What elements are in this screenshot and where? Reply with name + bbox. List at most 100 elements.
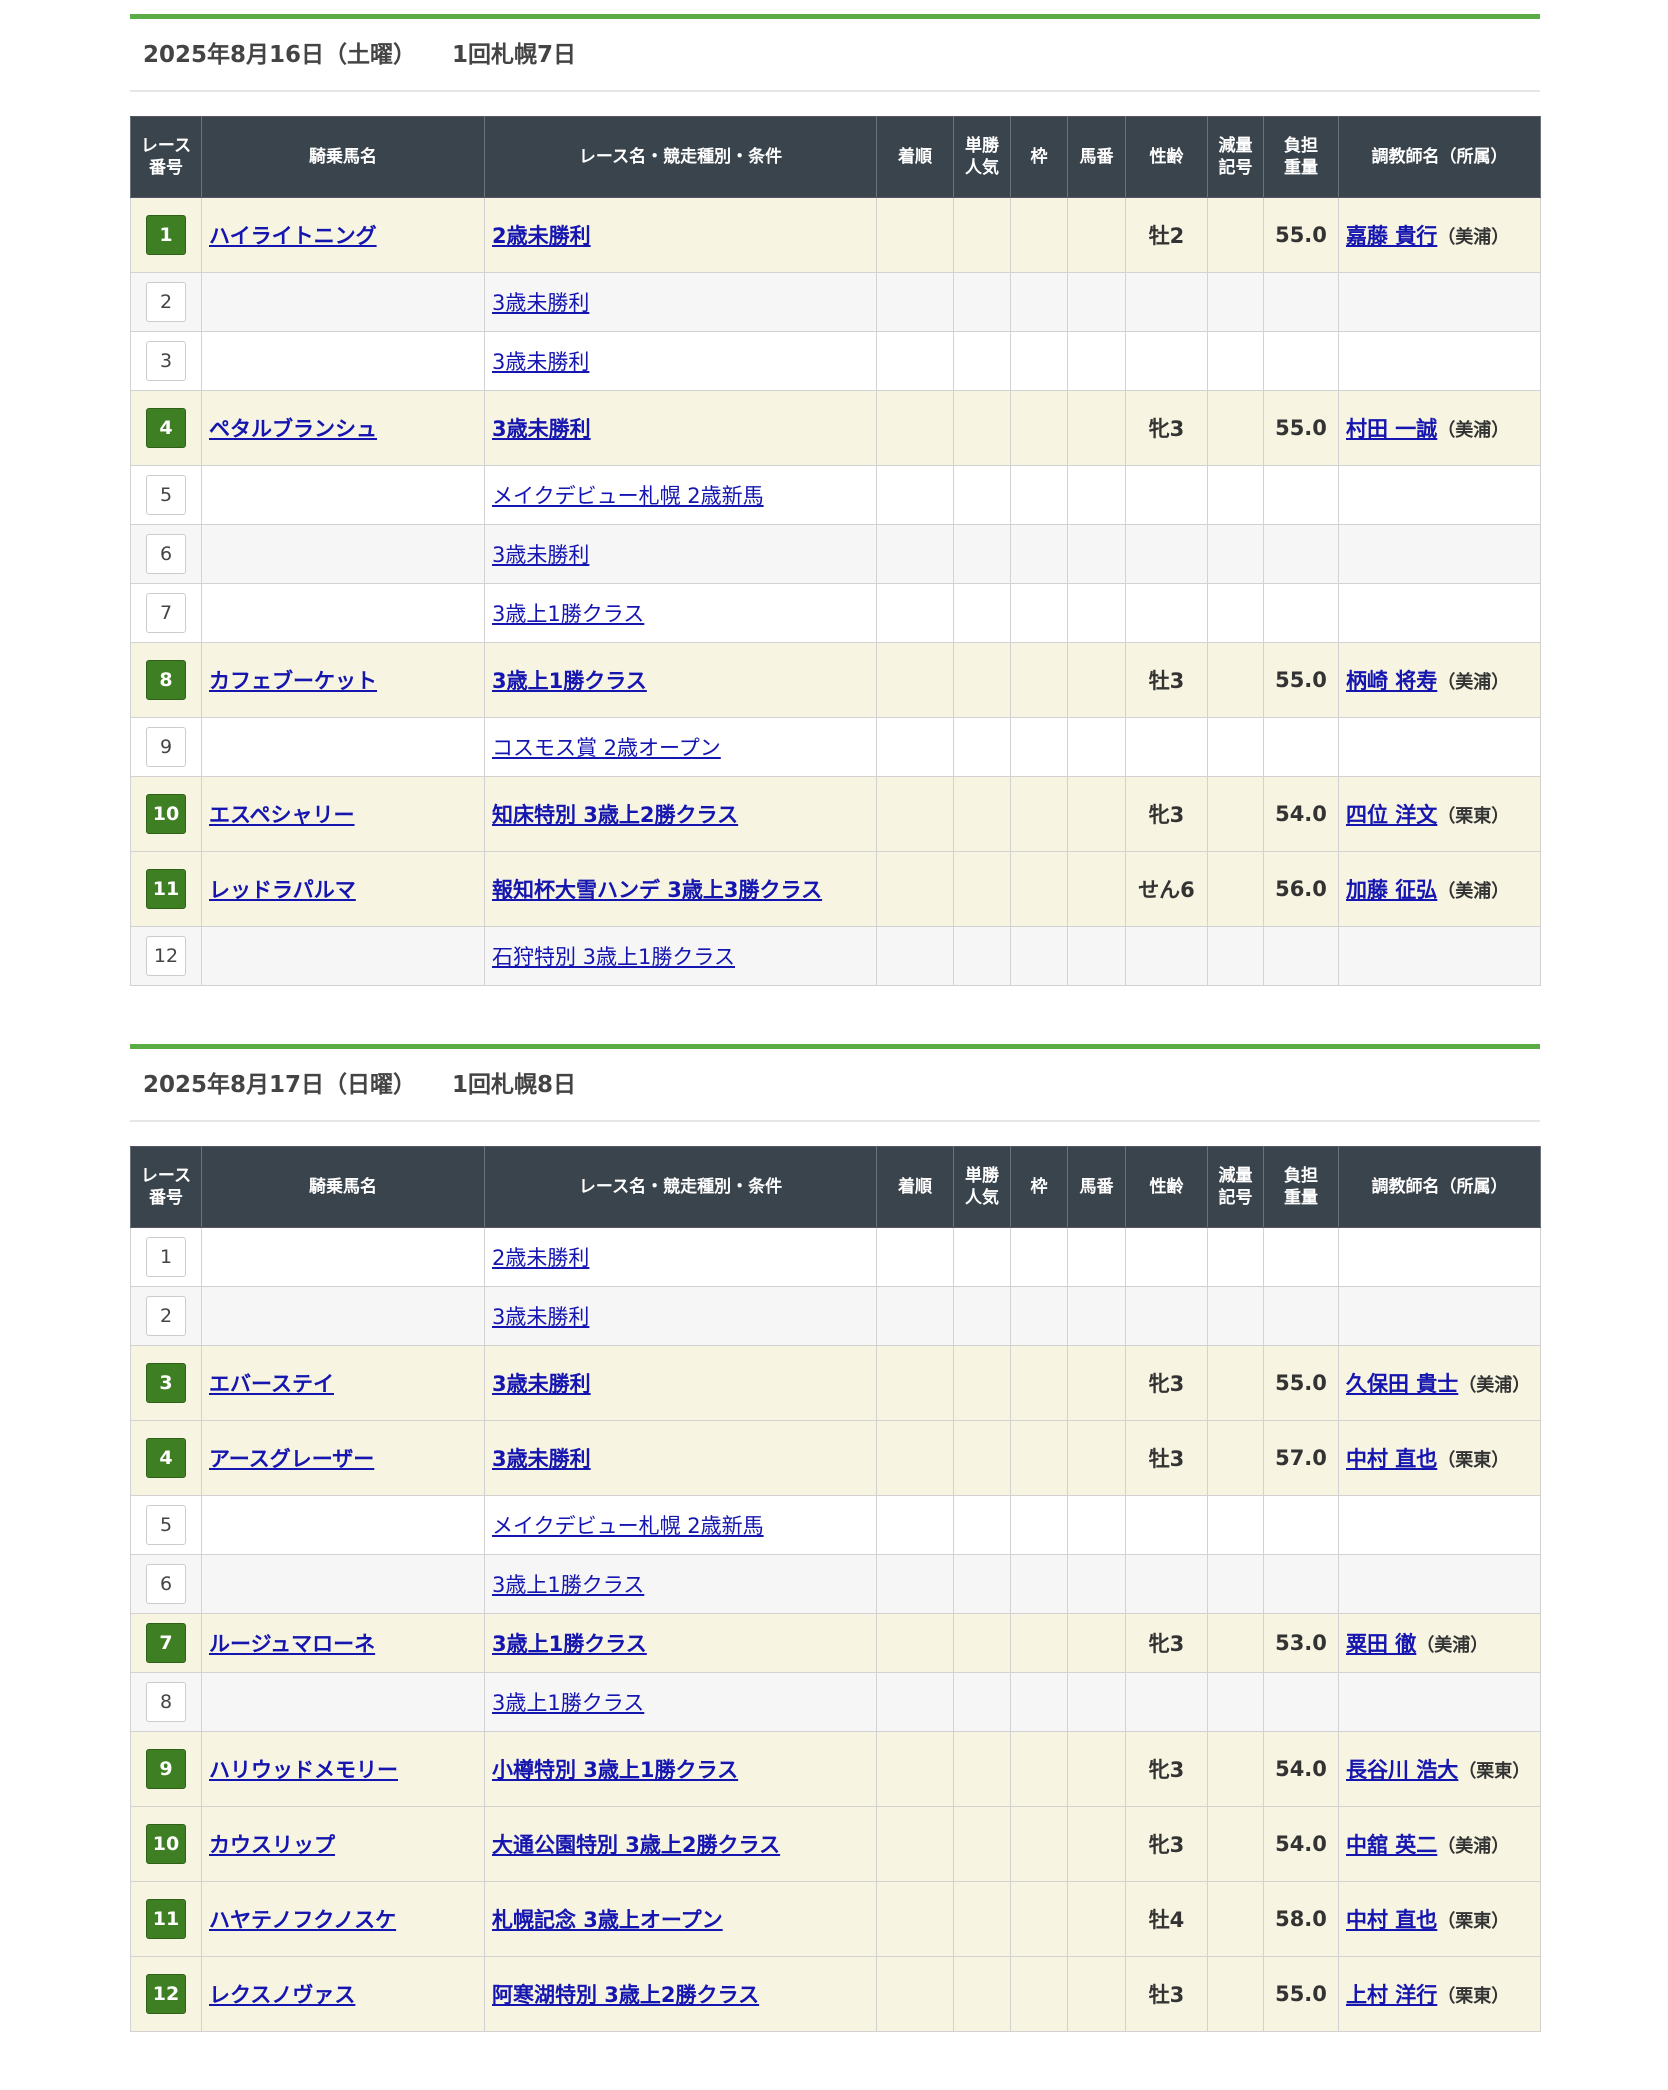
sex-age: 牝3 bbox=[1125, 1806, 1208, 1882]
trainer-link[interactable]: 村田 一誠 bbox=[1346, 417, 1438, 441]
sex-age bbox=[1125, 717, 1208, 777]
header-horse-name: 騎乗馬名 bbox=[201, 116, 485, 198]
race-link[interactable]: 3歳上1勝クラス bbox=[492, 602, 645, 626]
table-row: 5 メイクデビュー札幌 2歳新馬 bbox=[130, 465, 1541, 525]
trainer-affiliation: （栗東） bbox=[1458, 1761, 1531, 1782]
carried-weight bbox=[1263, 1672, 1339, 1732]
header-horse-number: 馬番 bbox=[1067, 116, 1126, 198]
meet: 1回札幌8日 bbox=[452, 1072, 577, 1098]
sex-age: せん6 bbox=[1125, 851, 1208, 927]
trainer-affiliation: （美浦） bbox=[1437, 420, 1510, 441]
race-link[interactable]: メイクデビュー札幌 2歳新馬 bbox=[492, 484, 764, 508]
horse-link[interactable]: ペタルブランシュ bbox=[209, 417, 377, 441]
trainer-link[interactable]: 嘉藤 貴行 bbox=[1346, 224, 1438, 248]
day-section: 2025年8月17日（日曜） 1回札幌8日 レース 番号 騎乗馬名 レース名・競走種別… bbox=[130, 1044, 1541, 2032]
header-horse-number: 馬番 bbox=[1067, 1146, 1126, 1228]
race-link[interactable]: 3歳未勝利 bbox=[492, 417, 591, 441]
trainer-affiliation: （美浦） bbox=[1437, 1836, 1510, 1857]
carried-weight bbox=[1263, 272, 1339, 332]
race-link[interactable]: 2歳未勝利 bbox=[492, 224, 591, 248]
table-row: 11 レッドラパルマ 報知杯大雪ハンデ 3歳上3勝クラス せん6 56.0 加藤… bbox=[130, 851, 1541, 927]
race-link[interactable]: 3歳上1勝クラス bbox=[492, 1573, 645, 1597]
trainer-link[interactable]: 久保田 貴士 bbox=[1346, 1372, 1459, 1396]
horse-link[interactable]: エバーステイ bbox=[209, 1372, 334, 1396]
carried-weight bbox=[1263, 583, 1339, 643]
race-link[interactable]: 札幌記念 3歳上オープン bbox=[492, 1908, 723, 1932]
table-row: 1 2歳未勝利 bbox=[130, 1227, 1541, 1287]
race-link[interactable]: 小樽特別 3歳上1勝クラス bbox=[492, 1758, 739, 1782]
race-link[interactable]: 報知杯大雪ハンデ 3歳上3勝クラス bbox=[492, 878, 823, 902]
trainer-link[interactable]: 中村 直也 bbox=[1346, 1447, 1438, 1471]
table-row: 3 エバーステイ 3歳未勝利 牝3 55.0 久保田 貴士（美浦） bbox=[130, 1345, 1541, 1421]
race-number-badge: 2 bbox=[146, 282, 186, 322]
race-number-badge: 9 bbox=[146, 1749, 186, 1789]
race-link[interactable]: 3歳未勝利 bbox=[492, 1447, 591, 1471]
table-row: 7 3歳上1勝クラス bbox=[130, 583, 1541, 643]
race-link[interactable]: 3歳未勝利 bbox=[492, 543, 590, 567]
table-row: 6 3歳上1勝クラス bbox=[130, 1554, 1541, 1614]
trainer-link[interactable]: 粟田 徹 bbox=[1346, 1632, 1417, 1656]
table-row: 8 カフェブーケット 3歳上1勝クラス 牡3 55.0 柄崎 将寿（美浦） bbox=[130, 642, 1541, 718]
trainer-affiliation: （栗東） bbox=[1437, 1986, 1510, 2007]
table-row: 9 ハリウッドメモリー 小樽特別 3歳上1勝クラス 牝3 54.0 長谷川 浩大… bbox=[130, 1731, 1541, 1807]
table-row: 12 レクスノヴァス 阿寒湖特別 3歳上2勝クラス 牡3 55.0 上村 洋行（… bbox=[130, 1956, 1541, 2032]
trainer-link[interactable]: 中舘 英二 bbox=[1346, 1833, 1438, 1857]
carried-weight bbox=[1263, 465, 1339, 525]
horse-link[interactable]: カウスリップ bbox=[209, 1833, 335, 1857]
trainer-link[interactable]: 四位 洋文 bbox=[1346, 803, 1438, 827]
sex-age: 牡2 bbox=[1125, 197, 1208, 273]
horse-link[interactable]: ハヤテノフクノスケ bbox=[209, 1908, 397, 1932]
trainer-link[interactable]: 中村 直也 bbox=[1346, 1908, 1438, 1932]
race-link[interactable]: 3歳上1勝クラス bbox=[492, 1691, 645, 1715]
horse-link[interactable]: ハイライトニング bbox=[209, 224, 377, 248]
horse-link[interactable]: レクスノヴァス bbox=[209, 1983, 356, 2007]
table-row: 2 3歳未勝利 bbox=[130, 1286, 1541, 1346]
race-link[interactable]: 阿寒湖特別 3歳上2勝クラス bbox=[492, 1983, 760, 2007]
table-row: 10 エスペシャリー 知床特別 3歳上2勝クラス 牝3 54.0 四位 洋文（栗… bbox=[130, 776, 1541, 852]
race-link[interactable]: 大通公園特別 3歳上2勝クラス bbox=[492, 1833, 781, 1857]
horse-link[interactable]: カフェブーケット bbox=[209, 669, 377, 693]
table-row: 4 ペタルブランシュ 3歳未勝利 牝3 55.0 村田 一誠（美浦） bbox=[130, 390, 1541, 466]
horse-link[interactable]: エスペシャリー bbox=[209, 803, 355, 827]
horse-link[interactable]: レッドラパルマ bbox=[209, 878, 356, 902]
carried-weight: 54.0 bbox=[1263, 1731, 1339, 1807]
trainer-link[interactable]: 上村 洋行 bbox=[1346, 1983, 1438, 2007]
carried-weight: 54.0 bbox=[1263, 776, 1339, 852]
trainer-affiliation: （美浦） bbox=[1437, 881, 1510, 902]
race-link[interactable]: 3歳未勝利 bbox=[492, 1372, 591, 1396]
race-link[interactable]: 3歳未勝利 bbox=[492, 291, 590, 315]
sex-age: 牝3 bbox=[1125, 1731, 1208, 1807]
race-number-badge: 9 bbox=[146, 727, 186, 767]
race-number-badge: 1 bbox=[146, 1237, 186, 1277]
header-trainer: 調教師名（所属） bbox=[1338, 116, 1541, 198]
race-link[interactable]: 3歳未勝利 bbox=[492, 350, 590, 374]
race-link[interactable]: 3歳未勝利 bbox=[492, 1305, 590, 1329]
race-link[interactable]: コスモス賞 2歳オープン bbox=[492, 736, 721, 760]
carried-weight bbox=[1263, 926, 1339, 986]
header-frame: 枠 bbox=[1010, 1146, 1068, 1228]
trainer-affiliation: （美浦） bbox=[1458, 1375, 1531, 1396]
race-link[interactable]: 3歳上1勝クラス bbox=[492, 669, 647, 693]
sex-age bbox=[1125, 1286, 1208, 1346]
horse-link[interactable]: アースグレーザー bbox=[209, 1447, 375, 1471]
race-link[interactable]: 知床特別 3歳上2勝クラス bbox=[492, 803, 739, 827]
horse-link[interactable]: ハリウッドメモリー bbox=[209, 1758, 398, 1782]
race-number-badge: 11 bbox=[146, 1899, 186, 1939]
race-number-badge: 12 bbox=[146, 1974, 186, 2014]
race-link[interactable]: メイクデビュー札幌 2歳新馬 bbox=[492, 1514, 764, 1538]
carried-weight: 54.0 bbox=[1263, 1806, 1339, 1882]
horse-link[interactable]: ルージュマローネ bbox=[209, 1632, 376, 1656]
trainer-link[interactable]: 長谷川 浩大 bbox=[1346, 1758, 1459, 1782]
race-number-badge: 7 bbox=[146, 1623, 186, 1663]
header-sex-age: 性齢 bbox=[1125, 116, 1208, 198]
carried-weight bbox=[1263, 331, 1339, 391]
header-popularity: 単勝 人気 bbox=[953, 1146, 1011, 1228]
trainer-link[interactable]: 柄崎 将寿 bbox=[1346, 669, 1438, 693]
race-number-badge: 8 bbox=[146, 660, 186, 700]
race-link[interactable]: 石狩特別 3歳上1勝クラス bbox=[492, 945, 735, 969]
race-link[interactable]: 3歳上1勝クラス bbox=[492, 1632, 647, 1656]
race-link[interactable]: 2歳未勝利 bbox=[492, 1246, 590, 1270]
trainer-link[interactable]: 加藤 征弘 bbox=[1346, 878, 1438, 902]
header-carried-weight: 負担 重量 bbox=[1263, 1146, 1339, 1228]
race-number-badge: 3 bbox=[146, 341, 186, 381]
